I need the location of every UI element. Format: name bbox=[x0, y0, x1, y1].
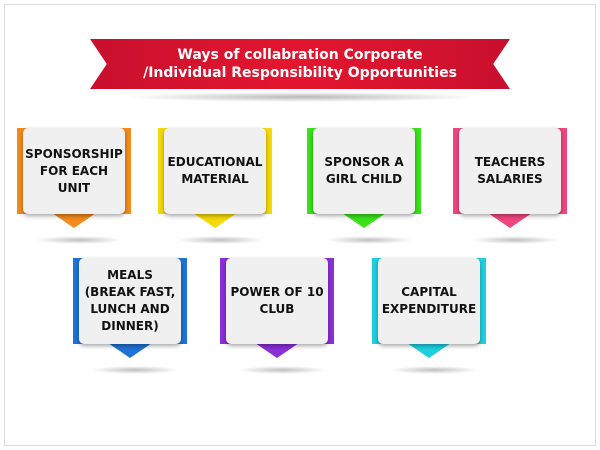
card-face: POWER OF 10 CLUB bbox=[226, 258, 328, 344]
title-line-1: Ways of collabration Corporate bbox=[177, 47, 423, 63]
card-face: MEALS (BREAK FAST, LUNCH AND DINNER) bbox=[79, 258, 181, 344]
card-label: SPONSORSHIP FOR EACH UNIT bbox=[25, 146, 123, 195]
title-banner: Ways of collabration Corporate /Individu… bbox=[90, 39, 510, 89]
card-teachers-salaries: TEACHERS SALARIES bbox=[453, 128, 567, 244]
card-capital-expenditure: CAPITAL EXPENDITURE bbox=[372, 258, 486, 374]
card-face: SPONSORSHIP FOR EACH UNIT bbox=[23, 128, 125, 214]
card-label: TEACHERS SALARIES bbox=[474, 155, 546, 186]
card-label: SPONSOR A GIRL CHILD bbox=[324, 155, 404, 186]
card-sponsorship: SPONSORSHIP FOR EACH UNIT bbox=[17, 128, 131, 244]
card-label: POWER OF 10 CLUB bbox=[230, 285, 324, 316]
card-label: MEALS (BREAK FAST, LUNCH AND DINNER) bbox=[84, 268, 176, 333]
card-face: TEACHERS SALARIES bbox=[459, 128, 561, 214]
card-label: EDUCATIONAL MATERIAL bbox=[167, 155, 263, 186]
title-line-2: /Individual Responsibility Opportunities bbox=[143, 65, 457, 81]
card-label: CAPITAL EXPENDITURE bbox=[381, 285, 477, 316]
card-power-of-10-club: POWER OF 10 CLUB bbox=[220, 258, 334, 374]
title-banner-shadow bbox=[122, 92, 482, 102]
card-face: EDUCATIONAL MATERIAL bbox=[164, 128, 266, 214]
card-educational-material: EDUCATIONAL MATERIAL bbox=[158, 128, 272, 244]
card-face: CAPITAL EXPENDITURE bbox=[378, 258, 480, 344]
card-meals: MEALS (BREAK FAST, LUNCH AND DINNER) bbox=[73, 258, 187, 374]
card-sponsor-girl-child: SPONSOR A GIRL CHILD bbox=[307, 128, 421, 244]
card-face: SPONSOR A GIRL CHILD bbox=[313, 128, 415, 214]
